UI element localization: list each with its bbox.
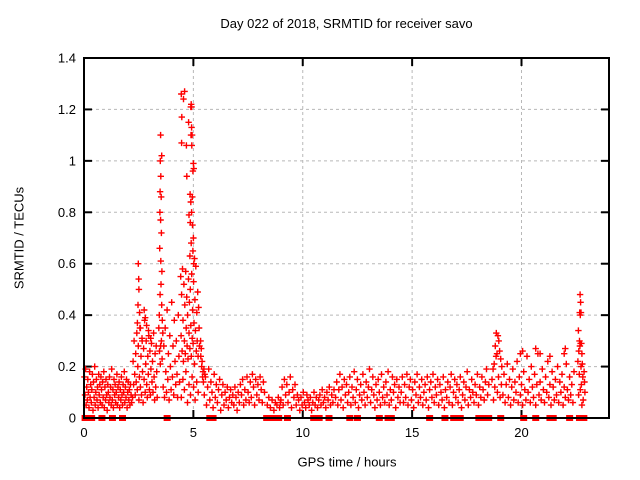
data-points — [81, 88, 589, 414]
x-axis-label: GPS time / hours — [297, 454, 397, 470]
x-tick-label: 20 — [514, 425, 528, 440]
y-tick-label: 1.4 — [58, 51, 76, 66]
y-tick-label: 0.8 — [58, 205, 76, 220]
x-tick-label: 10 — [296, 425, 310, 440]
x-tick-label: 5 — [190, 425, 197, 440]
x-tick-label: 15 — [405, 425, 419, 440]
y-tick-label: 1.2 — [58, 102, 76, 117]
chart-title: Day 022 of 2018, SRMTID for receiver sav… — [220, 16, 473, 31]
y-tick-label: 0.2 — [58, 359, 76, 374]
y-tick-label: 0 — [69, 411, 76, 426]
y-tick-label: 0.4 — [58, 308, 76, 323]
y-tick-label: 1 — [69, 153, 76, 168]
plot-border — [83, 57, 610, 419]
y-tick-label: 0.6 — [58, 256, 76, 271]
x-tick-label: 0 — [80, 425, 87, 440]
